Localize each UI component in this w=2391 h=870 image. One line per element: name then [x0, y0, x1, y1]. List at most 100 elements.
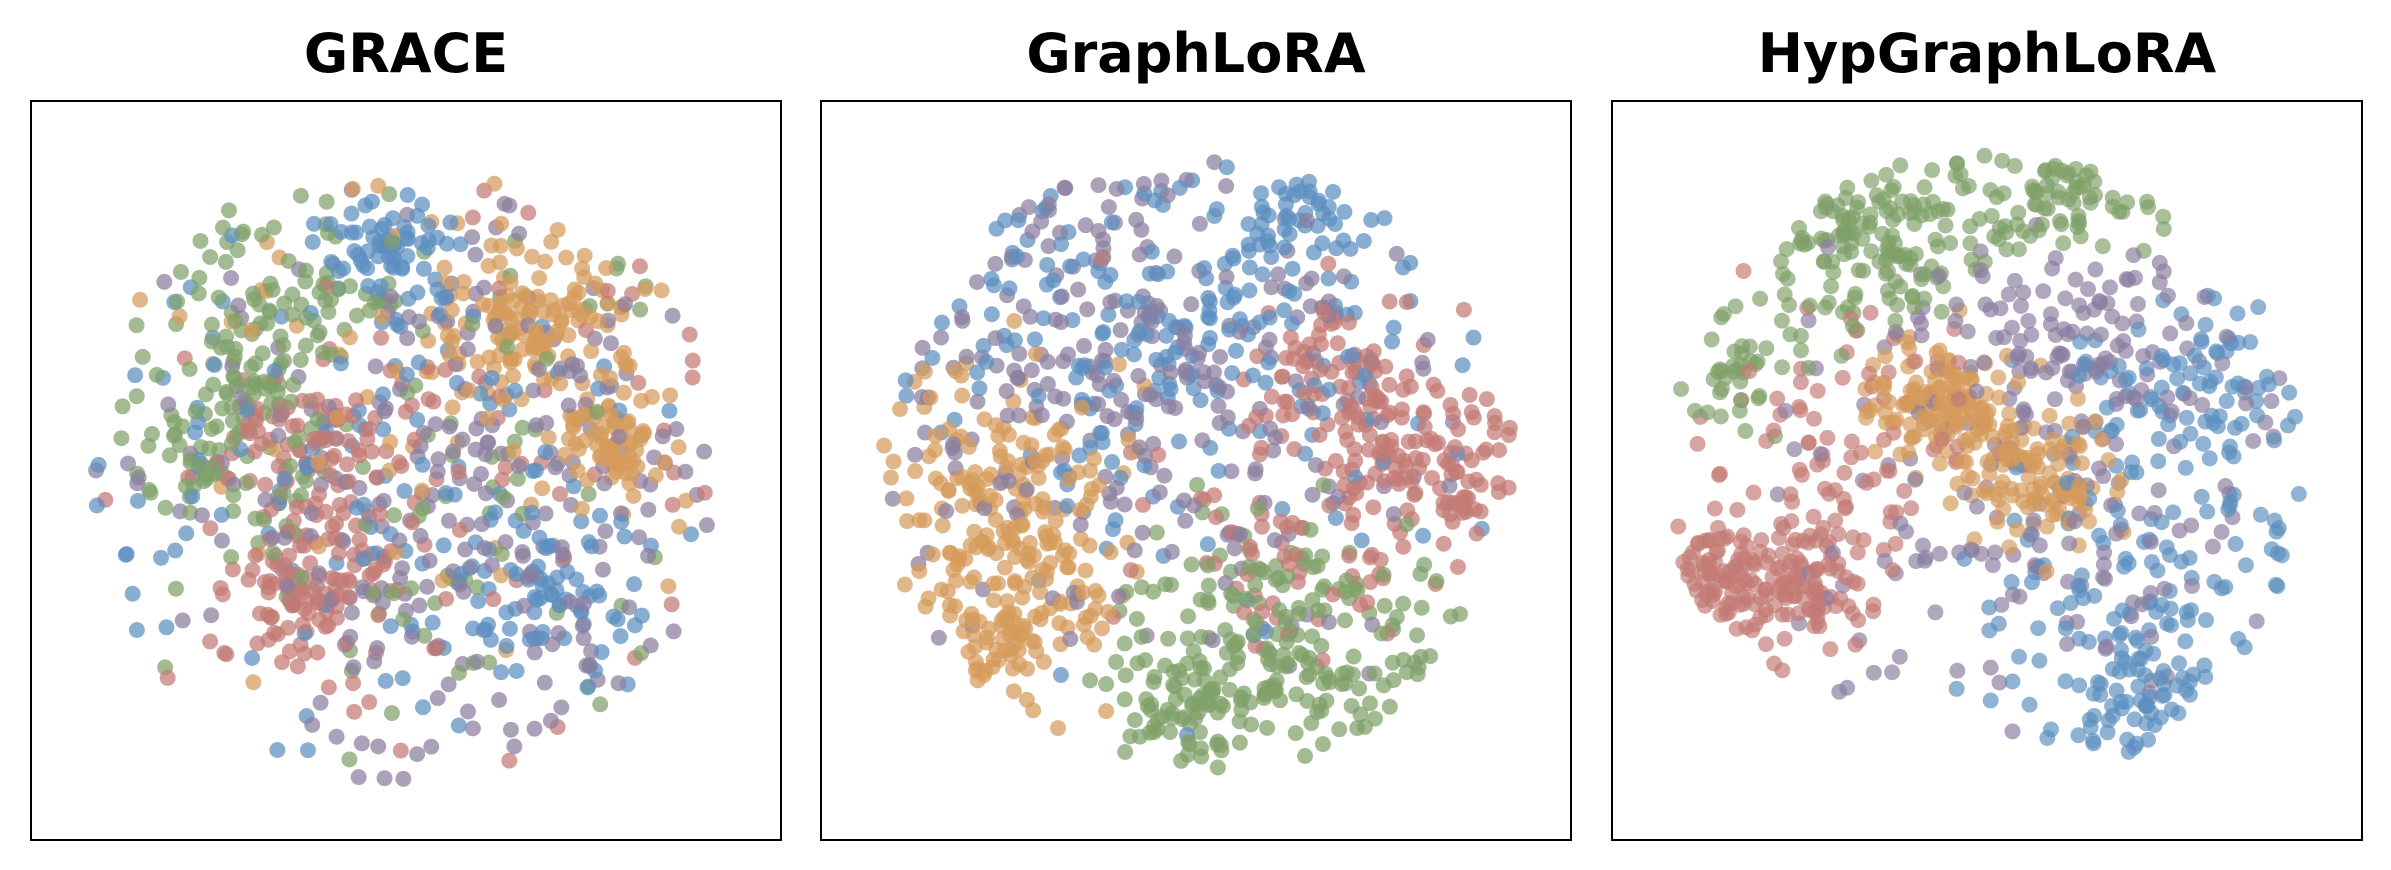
scatter-point — [2196, 289, 2213, 305]
scatter-point — [386, 585, 402, 602]
scatter-point — [1263, 279, 1280, 296]
scatter-point — [1290, 599, 1307, 616]
scatter-point — [1390, 448, 1407, 464]
scatter-point — [1738, 619, 1755, 636]
scatter-point — [1263, 249, 1280, 266]
scatter-point — [1395, 538, 1412, 555]
scatter-point — [1102, 493, 1119, 510]
scatter-point — [696, 443, 713, 460]
scatter-point — [592, 696, 609, 713]
scatter-point — [2055, 235, 2072, 252]
scatter-point — [534, 336, 551, 353]
scatter-point — [661, 402, 678, 419]
scatter-point — [247, 547, 264, 564]
scatter-point — [541, 538, 558, 555]
scatter-point — [1353, 532, 1370, 549]
scatter-point — [1806, 410, 1822, 427]
scatter-point — [140, 437, 157, 454]
scatter-point — [2067, 271, 2084, 288]
scatter-point — [464, 720, 481, 737]
scatter-point — [1988, 330, 2005, 346]
scatter-point — [274, 405, 291, 422]
scatter-point — [1219, 294, 1236, 311]
scatter-point — [339, 456, 355, 473]
scatter-point — [387, 544, 404, 561]
scatter-point — [920, 448, 937, 465]
scatter-point — [330, 545, 347, 562]
scatter-point — [934, 314, 950, 331]
scatter-point — [1733, 392, 1750, 409]
scatter-point — [1781, 297, 1798, 313]
scatter-point — [1199, 536, 1216, 553]
scatter-point — [1325, 586, 1341, 603]
scatter-point — [443, 302, 460, 319]
scatter-point — [1327, 509, 1344, 526]
scatter-point — [1102, 267, 1119, 283]
scatter-point — [1899, 334, 1916, 351]
scatter-point — [1385, 506, 1402, 523]
scatter-point — [1320, 670, 1337, 687]
scatter-point — [1902, 256, 1919, 273]
scatter-point — [2094, 238, 2111, 255]
scatter-point — [493, 215, 510, 232]
scatter-point — [938, 503, 955, 520]
scatter-point — [1976, 354, 1992, 371]
scatter-point — [1758, 340, 1775, 357]
scatter-point — [524, 248, 540, 265]
scatter-point — [653, 282, 670, 299]
scatter-point — [1990, 615, 2007, 632]
scatter-point — [1261, 644, 1278, 661]
scatter-point — [1806, 618, 1823, 635]
scatter-point — [1412, 565, 1429, 582]
scatter-point — [284, 597, 301, 614]
scatter-point — [1026, 634, 1043, 650]
scatter-point — [945, 436, 962, 453]
scatter-point — [617, 296, 633, 313]
scatter-point — [957, 550, 974, 567]
scatter-point — [498, 637, 515, 654]
scatter-point — [127, 367, 144, 384]
scatter-point — [286, 434, 303, 451]
scatter-point — [464, 229, 481, 246]
scatter-point — [942, 607, 959, 624]
scatter-point — [2195, 359, 2212, 376]
scatter-point — [1030, 470, 1047, 486]
scatter-point — [2071, 677, 2088, 694]
scatter-point — [1009, 248, 1026, 265]
scatter-point — [331, 496, 348, 513]
scatter-point — [279, 577, 296, 594]
scatter-point — [1341, 314, 1357, 331]
scatter-point — [1137, 447, 1154, 464]
scatter-point — [1868, 187, 1885, 204]
scatter-point — [1325, 183, 1342, 200]
scatter-point — [2143, 628, 2160, 645]
scatter-point — [1108, 654, 1125, 670]
scatter-point — [203, 607, 220, 624]
chart-title: HypGraphLoRA — [1757, 22, 2217, 85]
scatter-point — [487, 504, 504, 521]
scatter-point — [549, 221, 566, 238]
scatter-point — [2095, 556, 2112, 573]
scatter-point — [1752, 290, 1769, 307]
scatter-point — [1995, 185, 2012, 202]
scatter-point — [1151, 484, 1168, 501]
scatter-point — [361, 302, 378, 319]
scatter-point — [612, 628, 629, 645]
scatter-point — [1395, 595, 1412, 612]
scatter-point — [1448, 464, 1465, 481]
scatter-point — [2138, 715, 2155, 732]
scatter-point — [1304, 592, 1321, 609]
scatter-point — [1774, 662, 1791, 679]
scatter-point — [342, 628, 359, 645]
scatter-point — [476, 279, 492, 296]
scatter-point — [1948, 412, 1964, 429]
scatter-point — [1249, 500, 1266, 517]
scatter-point — [549, 569, 566, 586]
scatter-point — [1298, 275, 1315, 292]
scatter-point — [1345, 480, 1362, 497]
scatter-point — [1001, 280, 1018, 297]
scatter-point — [495, 489, 512, 506]
scatter-point — [311, 284, 328, 301]
scatter-point — [312, 694, 329, 711]
scatter-point — [2004, 433, 2020, 450]
